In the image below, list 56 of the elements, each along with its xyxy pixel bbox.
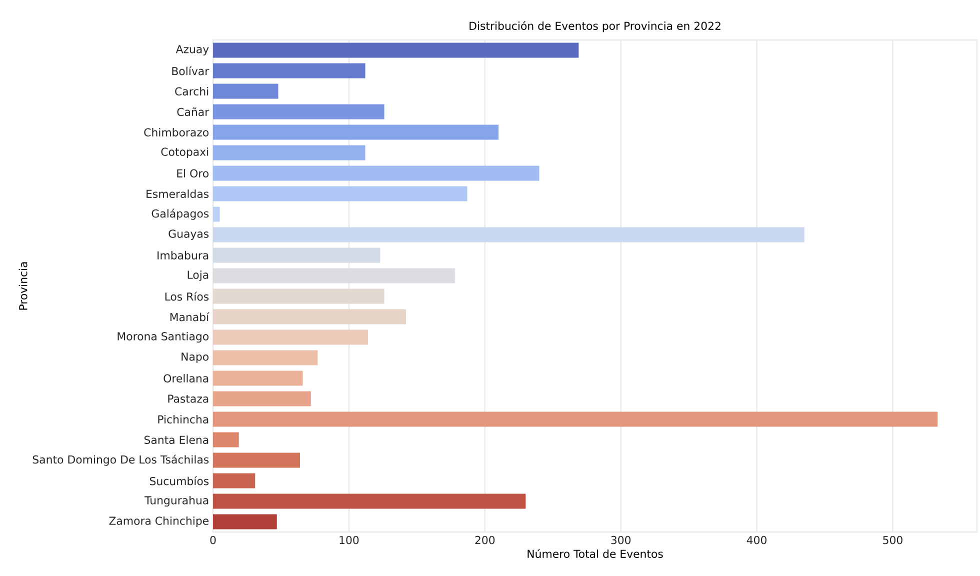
bar <box>213 350 318 366</box>
y-tick-label: Manabí <box>170 312 210 322</box>
y-tick-label: Loja <box>188 270 208 282</box>
bar <box>213 166 540 181</box>
bar <box>213 42 579 58</box>
y-tick-label: Orellana <box>164 374 208 382</box>
bar <box>213 227 804 242</box>
bar <box>213 63 366 78</box>
y-axis-title: Provincia <box>18 262 28 310</box>
y-tick-label: Pastaza <box>168 394 208 403</box>
y-tick-label: Cotopaxi <box>161 147 208 158</box>
y-tick-label: El Oro <box>177 169 208 178</box>
bar <box>213 473 256 488</box>
x-tick-label: 0 <box>210 536 216 544</box>
x-tick-label: 100 <box>340 536 359 544</box>
bar <box>213 145 366 160</box>
y-tick-label: Esmeraldas <box>146 190 209 198</box>
y-tick-label: Morona Santiago <box>118 332 208 343</box>
y-tick-label: Santo Domingo De Los Tsáchilas <box>32 454 209 466</box>
bar <box>213 248 380 263</box>
bar <box>213 186 468 202</box>
y-tick-label: Zamora Chinchipe <box>109 516 209 528</box>
bar <box>213 452 300 468</box>
x-axis-title: Número Total de Eventos <box>528 549 663 558</box>
x-tick-label: 400 <box>746 536 766 544</box>
y-tick-label: Carchi <box>175 87 208 96</box>
bar <box>213 432 239 448</box>
bar <box>213 330 368 345</box>
bar <box>213 494 526 509</box>
x-tick-label: 200 <box>475 536 495 544</box>
bar <box>213 412 938 427</box>
bar <box>213 370 303 386</box>
chart-title: Distribución de Eventos por Provincia en 2022 <box>470 21 720 32</box>
bar <box>213 124 498 140</box>
y-tick-label: Imbabura <box>158 251 208 260</box>
y-tick-label: Cañar <box>177 107 210 116</box>
bar <box>213 514 277 530</box>
y-tick-label: Azuay <box>176 45 209 56</box>
x-tick-label: 500 <box>883 536 902 544</box>
bar <box>213 84 278 99</box>
y-tick-label: Guayas <box>168 230 209 240</box>
bar <box>213 206 220 222</box>
y-tick-label: Los Ríos <box>165 292 209 301</box>
bar <box>213 309 406 324</box>
bar <box>213 288 384 304</box>
y-tick-label: Tungurahua <box>144 496 208 507</box>
bar <box>213 104 384 120</box>
y-tick-label: Napo <box>182 352 208 363</box>
y-tick-label: Pichincha <box>158 415 208 424</box>
y-tick-label: Bolívar <box>172 66 210 76</box>
y-tick-label: Sucumbíos <box>150 476 209 486</box>
y-tick-label: Chimborazo <box>144 128 208 136</box>
y-tick-label: Galápagos <box>152 208 209 220</box>
y-tick-label: Santa Elena <box>144 436 208 444</box>
bar <box>213 391 311 406</box>
x-tick-label: 300 <box>611 536 631 544</box>
